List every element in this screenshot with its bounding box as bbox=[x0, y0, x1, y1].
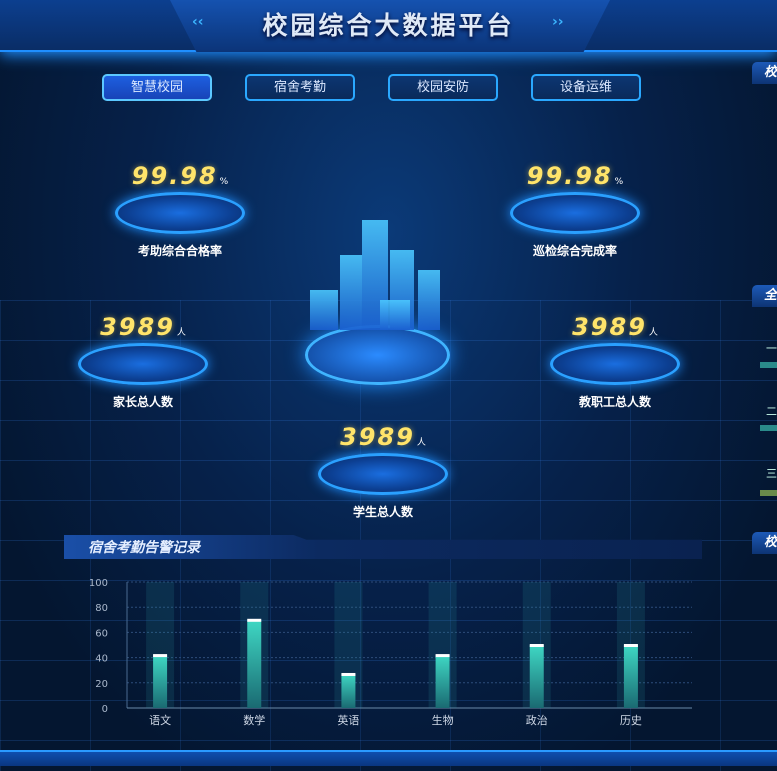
tab-smart-campus[interactable]: 智慧校园 bbox=[102, 74, 212, 101]
chart-title: 宿舍考勤告警记录 bbox=[88, 540, 200, 556]
right-panel-header: 校 bbox=[752, 532, 777, 554]
bar bbox=[529, 645, 544, 708]
right-panel-header: 校 bbox=[752, 62, 777, 84]
stat-students: 3989 人 学生总人数 bbox=[313, 423, 453, 520]
y-tick-label: 80 bbox=[95, 603, 108, 614]
rank-label: 二 bbox=[766, 405, 777, 418]
tab-campus-security[interactable]: 校园安防 bbox=[388, 74, 498, 101]
x-tick-label: 数学 bbox=[243, 713, 265, 727]
bar bbox=[153, 655, 168, 708]
bar-cap bbox=[529, 644, 544, 647]
stat-value: 99.98 bbox=[131, 162, 218, 190]
stat-unit: 人 bbox=[648, 328, 658, 338]
disc-icon bbox=[550, 343, 680, 385]
y-tick-label: 20 bbox=[95, 679, 108, 690]
rank-label: 一 bbox=[766, 342, 777, 355]
stat-inspection-rate: 99.98% 巡检综合完成率 bbox=[505, 162, 645, 259]
attendance-alert-bar-chart: 0 20 40 60 80 100 语文 数学 英语 生物 政治 历史 bbox=[89, 578, 692, 727]
bar-cap bbox=[153, 654, 168, 658]
y-tick-label: 0 bbox=[102, 704, 108, 715]
stat-attendance-rate: 99.98% 考助综合合格率 bbox=[110, 162, 250, 259]
y-tick-label: 100 bbox=[89, 578, 108, 589]
disc-icon bbox=[78, 343, 208, 385]
tab-dorm-attendance[interactable]: 宿舍考勤 bbox=[245, 74, 355, 101]
bar-cap bbox=[435, 654, 450, 658]
stat-unit: % bbox=[614, 177, 624, 187]
stat-unit: % bbox=[219, 177, 229, 187]
stat-value: 3989 bbox=[340, 423, 415, 451]
rank-bar bbox=[760, 425, 777, 431]
x-tick-label: 英语 bbox=[337, 713, 359, 727]
disc-icon bbox=[510, 192, 640, 234]
rank-bar bbox=[760, 362, 777, 368]
stat-value: 3989 bbox=[100, 313, 175, 341]
rank-bar bbox=[760, 490, 777, 496]
chevron-left-icon: ‹‹ bbox=[192, 14, 204, 30]
disc-icon bbox=[318, 453, 448, 495]
nav-tabs: 智慧校园 宿舍考勤 校园安防 设备运维 bbox=[102, 74, 641, 101]
bar bbox=[623, 645, 638, 708]
right-panel-header: 全 bbox=[752, 285, 777, 307]
x-tick-label: 语文 bbox=[149, 713, 171, 727]
stat-label: 学生总人数 bbox=[352, 505, 413, 519]
page-title: 校园综合大数据平台 bbox=[262, 11, 515, 40]
stat-label: 教职工总人数 bbox=[578, 395, 651, 409]
stat-value: 99.98 bbox=[526, 162, 613, 190]
footer-bar bbox=[0, 750, 777, 766]
rank-label: 三 bbox=[766, 467, 777, 480]
bar bbox=[247, 619, 262, 708]
stat-label: 考助综合合格率 bbox=[137, 244, 222, 258]
stat-value: 3989 bbox=[572, 313, 647, 341]
y-tick-label: 60 bbox=[95, 628, 108, 639]
bar bbox=[435, 655, 450, 708]
campus-3d-illustration bbox=[270, 200, 485, 390]
bar-cap bbox=[341, 672, 356, 676]
y-tick-label: 40 bbox=[95, 654, 108, 665]
x-tick-label: 历史 bbox=[620, 714, 642, 727]
bar-cap bbox=[623, 644, 638, 647]
header-bar bbox=[0, 0, 777, 52]
tab-equipment-ops[interactable]: 设备运维 bbox=[531, 74, 641, 101]
x-tick-label: 政治 bbox=[526, 713, 548, 727]
disc-icon bbox=[115, 192, 245, 234]
stat-staff: 3989 人 教职工总人数 bbox=[545, 313, 685, 410]
chevron-right-icon: ›› bbox=[552, 14, 564, 30]
stat-parents: 3989 人 家长总人数 bbox=[73, 313, 213, 410]
stat-unit: 人 bbox=[416, 438, 426, 448]
x-tick-label: 生物 bbox=[432, 713, 454, 727]
stat-unit: 人 bbox=[176, 328, 186, 338]
bar-cap bbox=[247, 618, 262, 622]
stat-label: 巡检综合完成率 bbox=[532, 244, 617, 258]
stat-label: 家长总人数 bbox=[112, 395, 173, 409]
bar bbox=[341, 673, 356, 708]
